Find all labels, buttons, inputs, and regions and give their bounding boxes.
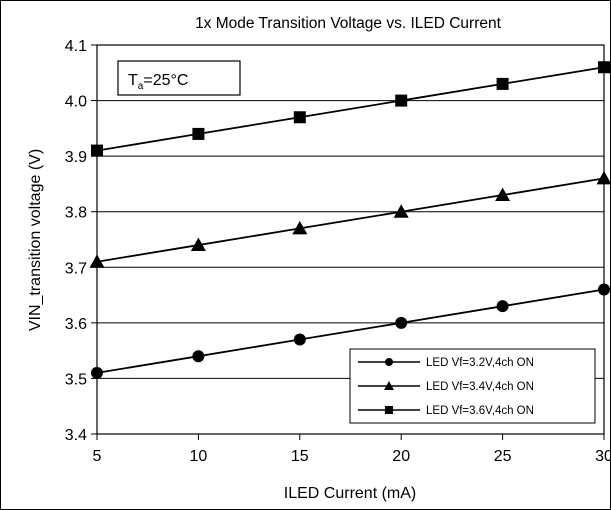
series-line — [96, 177, 605, 263]
series-line — [96, 66, 605, 152]
data-point — [192, 127, 205, 140]
annotation-rest: =25°C — [143, 72, 188, 89]
data-point — [395, 94, 408, 107]
data-point — [393, 204, 409, 218]
x-tick-label: 5 — [93, 448, 102, 465]
y-tick-label: 4.1 — [65, 38, 87, 55]
data-point — [496, 77, 509, 90]
series-1 — [91, 283, 610, 379]
legend-label: LED Vf=3.4V,4ch ON — [426, 381, 534, 393]
legend-marker — [385, 406, 393, 414]
legend-entry: LED Vf=3.6V,4ch ON — [358, 405, 534, 417]
data-point — [496, 300, 509, 313]
legend-marker — [385, 358, 393, 366]
series-layer — [89, 61, 611, 379]
legend-label: LED Vf=3.6V,4ch ON — [426, 405, 534, 417]
data-point — [293, 333, 306, 346]
data-point — [293, 111, 306, 124]
series-2 — [89, 170, 611, 268]
legend-label: LED Vf=3.2V,4ch ON — [426, 357, 534, 369]
legend: LED Vf=3.2V,4ch ON LED Vf=3.4V,4ch ON LED … — [349, 348, 596, 424]
y-tick-label: 3.7 — [65, 260, 87, 277]
grid-lines — [97, 100, 604, 379]
data-point — [596, 170, 611, 185]
chart-title: 1x Mode Transition Voltage vs. ILED Curr… — [195, 15, 502, 32]
x-axis-label: ILED Current (mA) — [284, 485, 416, 502]
axis-ticks: 3.4 3.5 3.6 3.7 3.8 3.9 4.0 4.1 5 10 15 20 25 30 — [65, 38, 611, 465]
x-tick-label: 30 — [595, 448, 611, 465]
y-tick-label: 4.0 — [65, 94, 87, 111]
x-tick-label: 20 — [392, 448, 410, 465]
y-tick-label: 3.4 — [65, 427, 87, 444]
legend-marker — [384, 381, 394, 390]
data-point — [192, 350, 205, 363]
y-axis-label: VIN_transition voltage (V) — [27, 149, 44, 331]
annotation-subscript: a — [138, 81, 144, 92]
y-tick-label: 3.6 — [65, 316, 87, 333]
data-point — [89, 254, 105, 268]
data-point — [292, 220, 308, 235]
y-tick-label: 3.8 — [65, 205, 87, 222]
data-point — [190, 237, 206, 252]
data-point — [395, 316, 408, 329]
data-point — [91, 366, 103, 379]
y-tick-label: 3.9 — [65, 149, 87, 166]
annotation-text: Ta=25°C — [128, 72, 188, 92]
annotation-border — [117, 60, 241, 96]
legend-entry: LED Vf=3.2V,4ch ON — [358, 357, 534, 369]
series-3 — [91, 61, 610, 157]
data-point — [598, 283, 610, 296]
x-tick-label: 10 — [190, 448, 208, 465]
temperature-annotation: Ta=25°C — [117, 60, 241, 96]
x-tick-label: 15 — [291, 448, 309, 465]
series-line — [96, 288, 605, 374]
plot-area — [96, 44, 605, 435]
y-tick-label: 3.5 — [65, 371, 87, 388]
x-tick-label: 25 — [494, 448, 512, 465]
data-point — [598, 61, 610, 74]
data-point — [495, 187, 511, 202]
data-point — [91, 144, 103, 157]
legend-entry: LED Vf=3.4V,4ch ON — [358, 381, 534, 393]
annotation-main: T — [128, 72, 138, 89]
